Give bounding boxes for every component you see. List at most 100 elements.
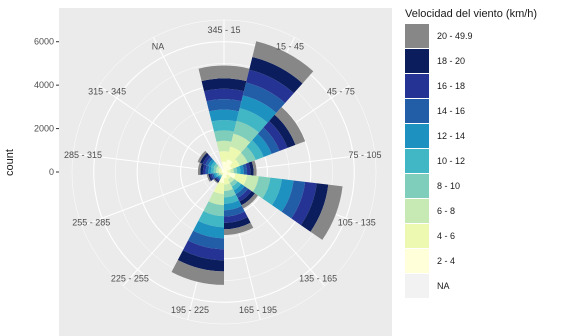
bar-segment-45-75-12-14 bbox=[252, 133, 272, 157]
bar-segment-165-195-2-4 bbox=[224, 172, 227, 179]
bar-segment-15-45-20-49-9 bbox=[252, 41, 314, 84]
bar-segment-135-165-14-16 bbox=[235, 186, 249, 198]
bar-segment-225-255-4-6 bbox=[221, 172, 224, 175]
bar-segment-165-195-18-20 bbox=[224, 217, 251, 230]
bar-segment-15-45-16-18 bbox=[246, 69, 294, 104]
bar-segment-45-75-2-4 bbox=[224, 165, 232, 172]
legend-swatch bbox=[405, 174, 429, 198]
bar-segment-135-165-8-10 bbox=[229, 179, 238, 187]
bar-segment-135-165-6-8 bbox=[227, 176, 235, 184]
bar-segment-105-135-14-16 bbox=[281, 180, 306, 219]
bar-segment-195-225-6-8 bbox=[208, 191, 224, 206]
bar-segment-285-315-10-12 bbox=[210, 167, 215, 174]
bar-segment-15-45-8-10 bbox=[233, 120, 259, 143]
bar-segment-165-195-6-8 bbox=[224, 183, 233, 192]
bar-segment-225-255-16-18 bbox=[215, 177, 220, 182]
bar-segment-315-345-10-12 bbox=[210, 161, 217, 168]
bar-segment-315-345-14-16 bbox=[205, 157, 213, 166]
bar-segment-345-15-18-20 bbox=[201, 78, 247, 92]
legend-swatch bbox=[405, 249, 429, 273]
bar-segment-255-285-2-4 bbox=[222, 172, 224, 173]
bar-segment-195-225-12-14 bbox=[193, 220, 224, 239]
bar-segment-75-105-2-4 bbox=[224, 170, 228, 173]
bar-segment-255-285-12-14 bbox=[213, 173, 217, 178]
bar-segment-135-165-18-20 bbox=[239, 190, 255, 206]
bar-segment-345-15-14-16 bbox=[206, 99, 242, 112]
y-tick-label: 2000 bbox=[34, 124, 54, 134]
legend-label: 2 - 4 bbox=[437, 256, 456, 266]
bar-segment-105-135-16-18 bbox=[291, 181, 317, 226]
bar-segment-315-345-16-18 bbox=[202, 154, 211, 165]
grid-spoke bbox=[152, 37, 225, 173]
legend-swatch bbox=[405, 24, 429, 48]
legend-key: 20 - 49.9 bbox=[405, 24, 537, 48]
bar-segment-165-195-20-49-9 bbox=[224, 222, 254, 235]
legend-label: 12 - 14 bbox=[437, 131, 466, 141]
legend-key: 10 - 12 bbox=[405, 149, 537, 173]
bar-segment-75-105-8-10 bbox=[233, 167, 238, 174]
grid-spoke bbox=[122, 171, 225, 287]
bar-segment-225-255-14-16 bbox=[216, 176, 221, 181]
legend-label: 18 - 20 bbox=[437, 56, 466, 66]
bar-segment-45-75-6-8 bbox=[235, 152, 248, 166]
bar-segment-15-45-6-8 bbox=[230, 133, 251, 153]
bar-segment-285-315-18-20 bbox=[200, 163, 205, 175]
bar-segment-165-195-14-16 bbox=[224, 205, 245, 217]
sector-label-165-195: 165 - 195 bbox=[239, 305, 277, 315]
legend-swatch bbox=[405, 74, 429, 98]
sector-labels: 345 - 15 15 - 45 45 - 75 75 - 105 105 - 135 1… bbox=[64, 25, 381, 315]
legend-label: 10 - 12 bbox=[437, 156, 466, 166]
sector-label-na: NA bbox=[152, 41, 165, 51]
sector-label-255-285: 255 - 285 bbox=[72, 217, 110, 227]
legend-label: 4 - 6 bbox=[437, 231, 456, 241]
bar-segment-15-45-2-4 bbox=[224, 159, 233, 172]
bar-segment-15-45-12-14 bbox=[239, 95, 277, 123]
bar-segment-135-165-2-4 bbox=[224, 172, 228, 176]
bar-segment-345-15-12-14 bbox=[209, 109, 239, 122]
bar-segment-105-135-20-49-9 bbox=[310, 184, 343, 240]
bar-segment-75-105-12-14 bbox=[239, 164, 244, 175]
bar-segment-195-225-10-12 bbox=[198, 211, 224, 228]
bars bbox=[171, 41, 343, 285]
bar-segment-315-345-4-6 bbox=[218, 167, 223, 171]
bar-segment-15-45-10-12 bbox=[236, 108, 268, 133]
sector-label-15-45: 15 - 45 bbox=[276, 41, 304, 51]
legend-key: 2 - 4 bbox=[405, 249, 537, 273]
bar-segment-105-135-12-14 bbox=[272, 179, 294, 212]
bar-segment-255-285-14-16 bbox=[211, 173, 216, 179]
bar-segment-255-285-8-10 bbox=[217, 172, 220, 176]
legend-label: 16 - 18 bbox=[437, 81, 466, 91]
bar-segment-195-225-2-4 bbox=[218, 172, 224, 184]
bar-segment-195-225-20-49-9 bbox=[171, 259, 224, 285]
bar-segment-75-105-18-20 bbox=[248, 161, 254, 176]
bar-segment-165-195-12-14 bbox=[224, 200, 242, 211]
bar-segment-75-105-14-16 bbox=[242, 163, 248, 175]
bar-segment-165-195-10-12 bbox=[224, 194, 239, 204]
bar-segment-165-195-4-6 bbox=[224, 177, 230, 185]
legend-title: Velocidad del viento (km/h) bbox=[405, 8, 538, 20]
y-axis-title: count bbox=[4, 149, 16, 176]
bar-segment-225-255-20-49-9 bbox=[213, 178, 219, 184]
legend-key: 14 - 16 bbox=[405, 99, 537, 123]
sector-label-75-105: 75 - 105 bbox=[348, 150, 381, 160]
bar-segment-315-345-12-14 bbox=[207, 159, 215, 167]
bar-segment-225-255-12-14 bbox=[217, 175, 221, 179]
bar-segment-225-255-10-12 bbox=[218, 174, 222, 178]
bar-segment-45-75-4-6 bbox=[229, 159, 240, 169]
sector-label-105-135: 105 - 135 bbox=[338, 217, 376, 227]
bar-segment-255-285-16-18 bbox=[210, 173, 214, 180]
bar-segment-285-315-4-6 bbox=[218, 170, 222, 173]
grid-spoke bbox=[81, 171, 225, 227]
sector-label-225-255: 225 - 255 bbox=[111, 273, 149, 283]
sector-label-285-315: 285 - 315 bbox=[64, 150, 102, 160]
legend-keys: 20 - 49.9 18 - 20 16 - 18 14 - 16 12 - 14 10 … bbox=[405, 24, 537, 298]
bar-segment-45-75-14-16 bbox=[257, 127, 280, 154]
bar-segment-225-255-2-4 bbox=[222, 172, 224, 174]
sector-label-195-225: 195 - 225 bbox=[171, 305, 209, 315]
y-tick-label: 6000 bbox=[34, 37, 54, 47]
legend-key: 18 - 20 bbox=[405, 49, 537, 73]
bar-segment-105-135-6-8 bbox=[243, 174, 259, 192]
bar-segment-135-165-20-49-9 bbox=[241, 193, 258, 209]
bar-segment-195-225-18-20 bbox=[177, 250, 224, 272]
bar-segment-285-315-6-8 bbox=[216, 169, 220, 173]
